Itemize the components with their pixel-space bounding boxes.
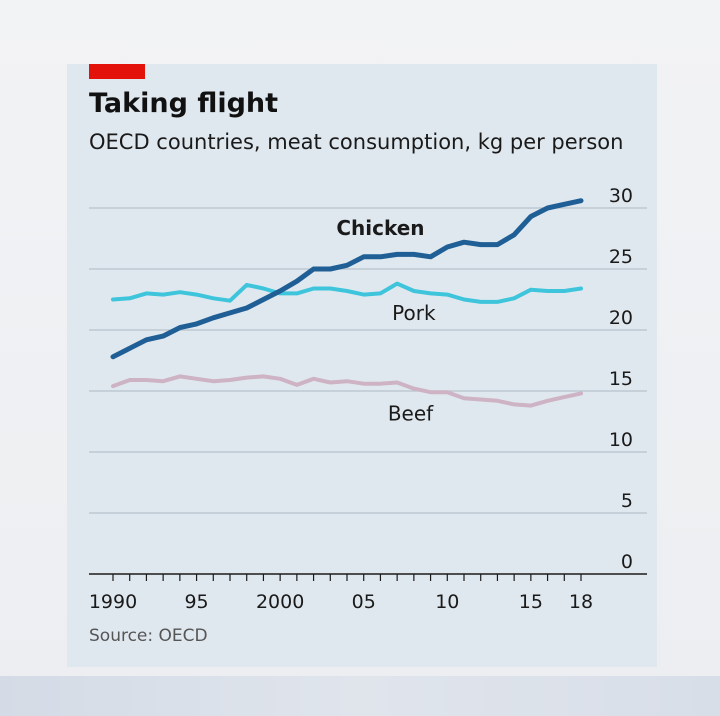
y-tick-label-5: 5: [621, 490, 633, 512]
series-label-pork: Pork: [392, 301, 436, 325]
y-tick-labels: 0 5 10 15 20 25 30: [609, 185, 633, 573]
x-tick-label-2015: 15: [519, 591, 543, 613]
series-label-chicken: Chicken: [336, 216, 424, 240]
chart-title: Taking flight: [89, 88, 279, 119]
y-tick-label-0: 0: [621, 551, 633, 573]
x-tick-label-1990: 1990: [89, 591, 137, 613]
y-tick-label-20: 20: [609, 307, 633, 329]
x-tick-label-2018: 18: [569, 591, 593, 613]
y-tick-label-15: 15: [609, 368, 633, 390]
chart-subtitle: OECD countries, meat consumption, kg per…: [89, 130, 624, 154]
series-labels: Chicken Pork Beef: [336, 216, 436, 425]
series-label-beef: Beef: [388, 401, 434, 425]
x-tick-label-2000: 2000: [256, 591, 304, 613]
background-band: [0, 676, 720, 716]
x-tick-labels: 1990 95 2000 05 10 15 18: [89, 591, 593, 613]
x-axis: [89, 573, 647, 581]
series-line-beef: [111, 374, 583, 408]
brand-tag: [89, 64, 145, 79]
grid-lines: [89, 207, 647, 514]
x-tick-label-2005: 05: [352, 591, 376, 613]
x-tick-label-2010: 10: [435, 591, 459, 613]
chart-card: Taking flight OECD countries, meat consu…: [67, 64, 657, 667]
source-note: Source: OECD: [89, 626, 208, 646]
y-tick-label-25: 25: [609, 246, 633, 268]
y-tick-label-30: 30: [609, 185, 633, 207]
series-lines: [110, 198, 584, 408]
x-tick-label-1995: 95: [184, 591, 208, 613]
y-tick-label-10: 10: [609, 429, 633, 451]
series-line-chicken: [110, 198, 584, 360]
series-line-pork: [111, 281, 583, 304]
